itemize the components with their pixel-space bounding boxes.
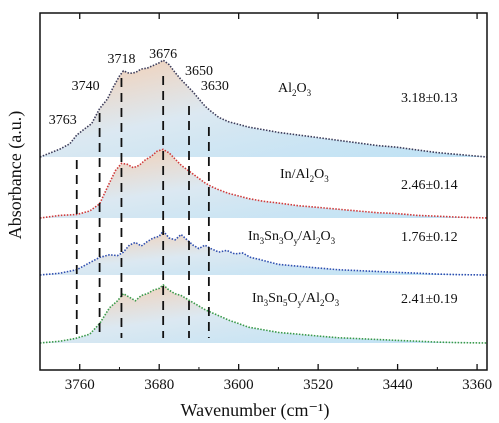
peak-label-3718: 3718 bbox=[107, 52, 135, 67]
series-area-1 bbox=[40, 60, 487, 158]
peak-label-3630: 3630 bbox=[201, 79, 229, 94]
series-line-3 bbox=[39, 229, 488, 276]
x-tick-label: 3520 bbox=[303, 377, 333, 393]
series-label-4: In3Sn5Oy/Al2O3 bbox=[252, 291, 340, 308]
x-tick-label: 3440 bbox=[383, 377, 413, 393]
series-line-1 bbox=[39, 59, 488, 158]
axes bbox=[39, 12, 488, 371]
chart-text: Absorbance (a.u.) Wavenumber (cm⁻¹) Al2O… bbox=[5, 47, 492, 421]
series-value-2: 2.46±0.14 bbox=[401, 178, 458, 193]
series-line-4 bbox=[39, 283, 488, 344]
series-area-2 bbox=[40, 149, 487, 218]
y-axis-title: Absorbance (a.u.) bbox=[5, 111, 26, 239]
peak-label-3763: 3763 bbox=[49, 113, 77, 128]
series-value-1: 3.18±0.13 bbox=[401, 91, 458, 106]
x-tick-label: 3600 bbox=[224, 377, 254, 393]
x-axis-title: Wavenumber (cm⁻¹) bbox=[181, 400, 330, 421]
plot-frame bbox=[39, 12, 488, 371]
series-line-2 bbox=[39, 148, 488, 219]
x-tick-label: 3680 bbox=[144, 377, 174, 393]
spectra-areas bbox=[40, 60, 487, 343]
series-label-3: In3Sn3Oy/Al2O3 bbox=[248, 229, 336, 246]
x-tick-label: 3760 bbox=[65, 377, 95, 393]
series-area-3 bbox=[40, 231, 487, 275]
spectra-outlines bbox=[39, 59, 488, 344]
series-value-4: 2.41±0.19 bbox=[401, 292, 458, 307]
series-label-2: In/Al2O3 bbox=[280, 167, 329, 184]
series-value-3: 1.76±0.12 bbox=[401, 230, 458, 245]
peak-lines bbox=[75, 76, 210, 338]
series-label-1: Al2O3 bbox=[278, 81, 312, 98]
series-area-4 bbox=[40, 284, 487, 343]
peak-label-3740: 3740 bbox=[72, 79, 100, 94]
peak-label-3650: 3650 bbox=[185, 64, 213, 79]
peak-label-3676: 3676 bbox=[149, 47, 177, 62]
x-tick-label: 3360 bbox=[462, 377, 492, 393]
